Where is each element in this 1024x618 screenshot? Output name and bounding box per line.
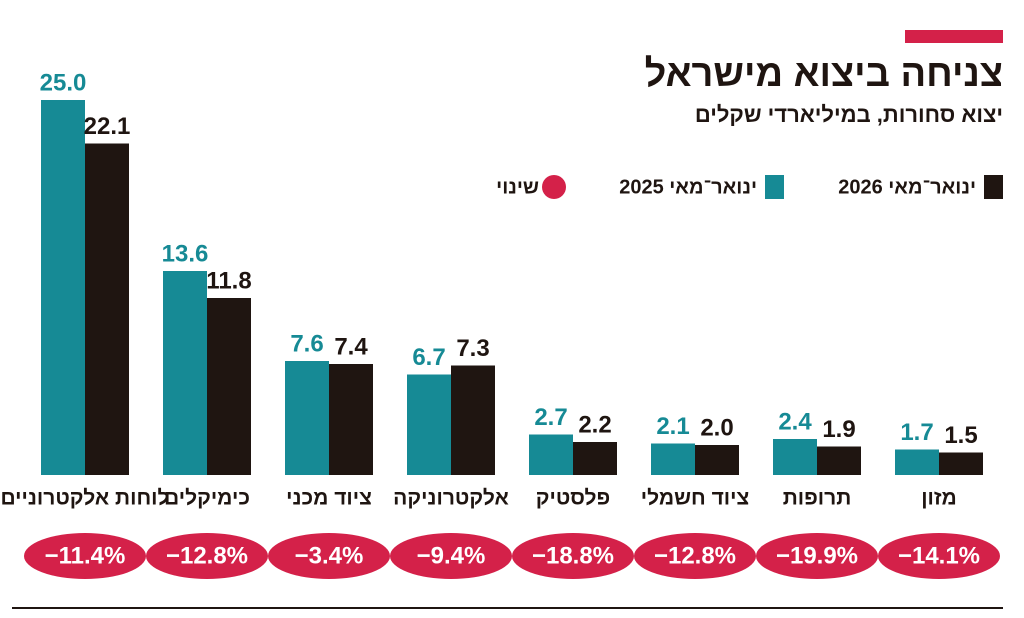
x-tick-label: תרופות	[783, 487, 852, 510]
change-label: −18.8%	[532, 542, 614, 569]
value-label: 13.6	[162, 240, 209, 267]
change-badge	[878, 533, 1000, 579]
bar	[407, 374, 451, 475]
x-tick-label: כימיקלים	[164, 487, 250, 510]
change-label: −11.4%	[45, 542, 126, 569]
change-badge	[512, 533, 634, 579]
change-badge	[268, 533, 390, 579]
x-tick-label: פלסטיק	[536, 487, 610, 510]
bar	[651, 443, 695, 475]
legend-swatch	[765, 175, 784, 199]
change-label: −9.4%	[417, 542, 486, 569]
chart-title: צניחה ביצוא מישראל	[645, 53, 1003, 95]
change-label: −3.4%	[295, 542, 364, 569]
value-label: 1.5	[944, 422, 977, 449]
value-label: 11.8	[206, 267, 251, 294]
x-tick-label: אלקטרוניקה	[393, 487, 509, 510]
legend-swatch	[542, 175, 566, 199]
bar	[451, 365, 495, 475]
change-badge	[24, 533, 146, 579]
legend-label: ינואר־מאי 2026	[838, 176, 976, 198]
value-label: 25.0	[40, 69, 87, 96]
change-label: −12.8%	[166, 542, 248, 569]
value-label: 22.1	[84, 113, 131, 140]
value-label: 1.9	[822, 416, 855, 443]
value-label: 2.4	[778, 408, 812, 435]
bar	[85, 143, 129, 475]
x-tick-label: ציוד חשמלי	[641, 487, 750, 510]
change-badge	[756, 533, 878, 579]
title-accent	[905, 30, 1003, 43]
change-badge	[146, 533, 268, 579]
bar	[207, 298, 251, 475]
bar	[285, 361, 329, 475]
bar	[163, 271, 207, 475]
bar	[695, 445, 739, 475]
bar	[817, 446, 861, 475]
x-tick-label: לוחות אלקטרוניים	[0, 487, 169, 510]
value-label: 2.2	[578, 411, 611, 438]
value-label: 2.0	[700, 414, 733, 441]
change-badge	[390, 533, 512, 579]
x-tick-label: מזון	[921, 487, 957, 510]
legend-label: שינוי	[496, 176, 539, 198]
value-label: 7.6	[290, 330, 323, 357]
bar	[895, 449, 939, 475]
bar	[773, 439, 817, 475]
x-tick-label: ציוד מכני	[286, 487, 372, 510]
value-label: 6.7	[412, 344, 445, 371]
value-label: 2.7	[534, 404, 567, 431]
bar	[41, 100, 85, 475]
change-label: −19.9%	[776, 542, 858, 569]
bar	[939, 452, 983, 475]
value-label: 2.1	[656, 413, 689, 440]
value-label: 1.7	[900, 419, 933, 446]
bar	[573, 442, 617, 475]
bar	[529, 434, 573, 475]
change-badge	[634, 533, 756, 579]
legend-swatch	[984, 175, 1003, 199]
chart-subtitle: יצוא סחורות, במיליארדי שקלים	[695, 102, 1003, 127]
change-label: −12.8%	[654, 542, 736, 569]
legend-label: ינואר־מאי 2025	[619, 176, 757, 198]
value-label: 7.3	[456, 335, 489, 362]
value-label: 7.4	[334, 333, 368, 360]
bar	[329, 364, 373, 475]
change-label: −14.1%	[898, 542, 980, 569]
